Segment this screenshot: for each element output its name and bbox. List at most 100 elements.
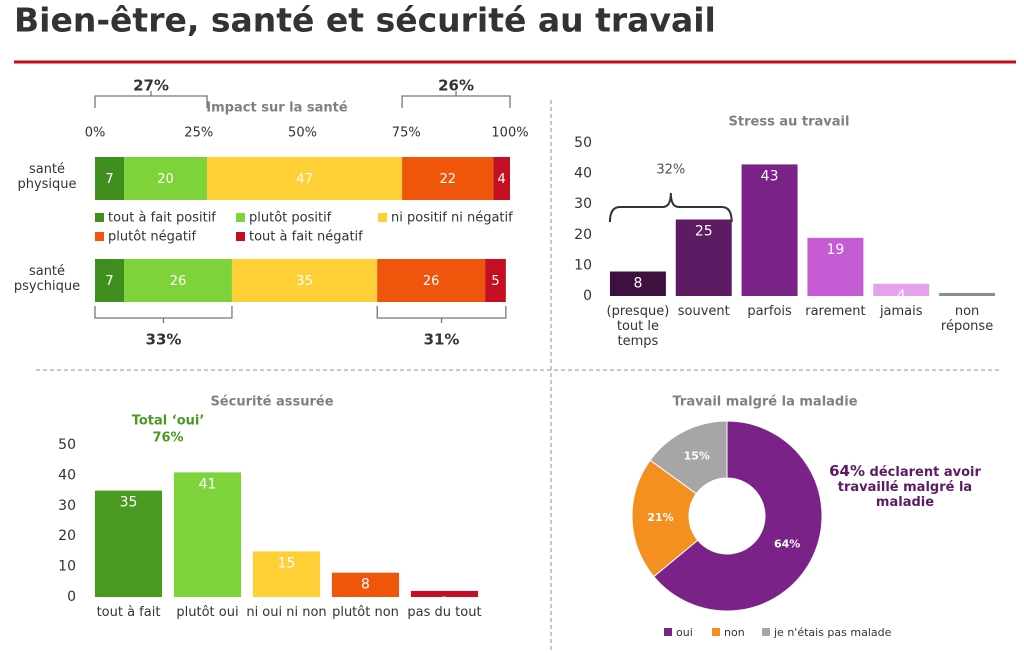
bar: [410, 590, 479, 597]
value-label: 35: [296, 274, 313, 289]
bar: [331, 572, 400, 597]
bar: [675, 219, 732, 296]
category-label: santé psychique: [13, 264, 81, 294]
category-label-box: santé physique: [17, 162, 76, 192]
x-tick-label-box: jamais: [879, 304, 923, 319]
value-label: 7: [105, 172, 113, 187]
annotation: 27%: [133, 77, 169, 95]
bar-segment: [485, 259, 506, 302]
x-tick-label: rarement: [805, 304, 866, 319]
x-tick-label: tout à fait: [96, 605, 161, 620]
value-label: 26: [423, 274, 440, 289]
bar-segment: [493, 157, 510, 200]
y-tick-label: 0: [583, 288, 592, 304]
bar: [939, 292, 996, 296]
annotation-text: 64%: [829, 464, 866, 480]
annotation-text: déclarent avoir travaillé malgré la mala…: [837, 465, 981, 510]
bracket: [94, 306, 233, 323]
value-label: 5: [491, 274, 499, 289]
x-tick-label-box: rarement: [805, 304, 866, 319]
annotation: 31%: [424, 331, 460, 349]
x-tick-label-box: (presque) tout le temps: [606, 304, 670, 349]
value-label: 64%: [774, 537, 800, 550]
value-label: 26: [170, 274, 187, 289]
bar-segment: [95, 157, 125, 200]
legend-label: plutôt positif: [249, 211, 332, 226]
y-tick-label: 50: [58, 437, 76, 453]
bar-segment: [231, 259, 378, 302]
y-tick-label: 10: [58, 559, 76, 575]
value-label: 22: [439, 172, 456, 187]
legend-swatch: [236, 213, 245, 222]
y-tick-label: 20: [58, 528, 76, 544]
bar: [94, 490, 163, 597]
annotation: 33%: [146, 331, 182, 349]
x-tick-label-box: parfois: [747, 304, 792, 319]
legend-label: je n'étais pas malade: [773, 626, 892, 639]
legend-label: tout à fait positif: [108, 211, 216, 226]
legend-swatch: [712, 628, 720, 636]
x-tick-label: 100%: [491, 126, 528, 141]
bar: [609, 271, 666, 296]
x-tick-label-box: pas du tout: [407, 605, 481, 620]
x-tick-label-box: ni oui ni non: [246, 605, 327, 620]
bar-segment: [207, 157, 403, 200]
y-tick-label: 40: [58, 467, 76, 483]
bar: [173, 472, 242, 597]
annotation: 76%: [152, 431, 183, 446]
bar: [807, 237, 864, 296]
bracket: [94, 91, 208, 108]
category-label-box: santé psychique: [13, 264, 81, 294]
x-tick-label: 0%: [85, 126, 106, 141]
legend-label: plutôt négatif: [108, 230, 197, 245]
bar-segment: [124, 157, 208, 200]
legend-label: tout à fait négatif: [249, 230, 363, 245]
x-tick-label: plutôt oui: [176, 605, 239, 620]
legend-label: ni positif ni négatif: [391, 211, 513, 226]
x-tick-label-box: tout à fait: [96, 605, 161, 620]
bracket: [376, 306, 507, 323]
page-title: Bien-être, santé et sécurité au travail: [14, 1, 716, 40]
bar: [741, 164, 798, 296]
value-label: 35: [120, 495, 138, 511]
y-tick-label: 30: [574, 196, 592, 212]
bar: [873, 283, 930, 296]
bar-segment: [377, 259, 486, 302]
x-tick-label-box: plutôt non: [332, 605, 399, 620]
value-label: 4: [897, 288, 906, 304]
chart-title: Impact sur la santé: [206, 101, 348, 116]
value-label: 2: [440, 595, 449, 611]
legend-swatch: [236, 232, 245, 241]
value-label: 7: [105, 274, 113, 289]
annotation-box: 64% déclarent avoir travaillé malgré la …: [829, 464, 981, 510]
x-tick-label: 50%: [288, 126, 317, 141]
x-tick-label: ni oui ni non: [246, 605, 327, 620]
y-tick-label: 50: [574, 135, 592, 151]
value-label: 20: [157, 172, 174, 187]
annotation: 26%: [438, 77, 474, 95]
x-tick-label-box: non réponse: [940, 304, 994, 334]
bar-segment: [402, 157, 494, 200]
value-label: 21%: [647, 511, 673, 524]
x-tick-label: non réponse: [940, 304, 994, 334]
y-tick-label: 10: [574, 257, 592, 273]
chart-title: Travail malgré la maladie: [672, 395, 857, 410]
donut-slice: [631, 459, 699, 578]
x-tick-label: 25%: [184, 126, 213, 141]
bracket: [401, 91, 511, 108]
legend-swatch: [762, 628, 770, 636]
chart-title: Sécurité assurée: [210, 395, 333, 410]
x-tick-label: jamais: [879, 304, 923, 319]
legend-label: non: [724, 626, 745, 639]
y-tick-label: 20: [574, 227, 592, 243]
bar-segment: [95, 259, 125, 302]
x-tick-label: parfois: [747, 304, 792, 319]
donut-slice: [653, 420, 823, 612]
value-label: 47: [296, 172, 313, 187]
value-label: 4: [498, 172, 506, 187]
value-label: 15: [278, 555, 296, 571]
value-label: 19: [827, 242, 845, 258]
x-tick-label: (presque) tout le temps: [606, 304, 670, 349]
value-label: 8: [361, 577, 370, 593]
bar-segment: [124, 259, 232, 302]
